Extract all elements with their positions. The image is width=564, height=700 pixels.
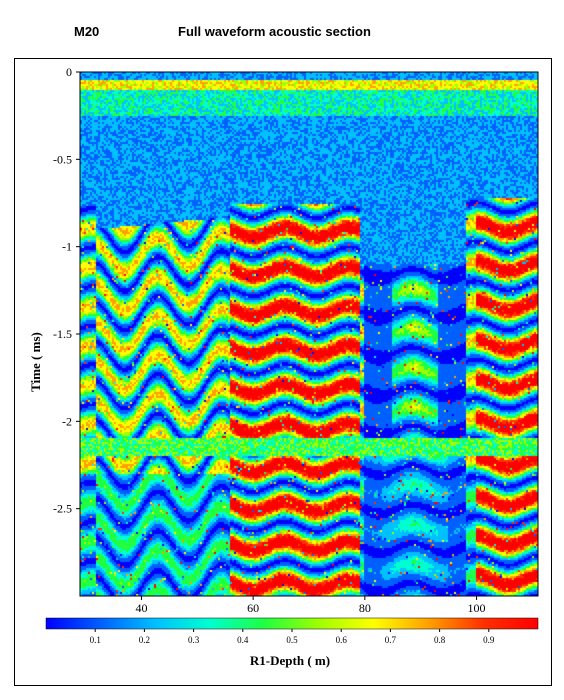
- y-axis-label: Time ( ms): [28, 332, 43, 392]
- colorbar-tick-label: 0.7: [385, 635, 397, 645]
- y-tick-label: -1.5: [53, 327, 72, 341]
- x-tick-label: 40: [135, 601, 147, 615]
- axes: 0 -0.5 -1 -1.5 -2 -2.5 40 60 80 100: [53, 65, 486, 615]
- chart-title: Full waveform acoustic section: [178, 24, 371, 39]
- plot-area: [79, 71, 539, 597]
- colorbar-gradient: [45, 617, 539, 630]
- colorbar-tick-label: 0.9: [483, 635, 495, 645]
- colorbar-tick-label: 0.2: [139, 635, 150, 645]
- colorbar-tick-label: 0.5: [286, 635, 298, 645]
- colorbar: 0.1 0.2 0.3 0.4 0.5 0.6 0.7 0.8 0.9: [45, 617, 539, 645]
- colorbar-tick-label: 0.8: [434, 635, 446, 645]
- y-tick-label: -0.5: [53, 152, 72, 166]
- x-tick-label: 100: [468, 601, 486, 615]
- x-tick-label: 60: [247, 601, 259, 615]
- y-tick-label: -2.5: [53, 502, 72, 516]
- colorbar-tick-label: 0.4: [237, 635, 249, 645]
- x-axis-label: R1-Depth ( m): [250, 653, 330, 668]
- colorbar-tick-label: 0.1: [90, 635, 101, 645]
- x-tick-label: 80: [359, 601, 371, 615]
- y-tick-label: -2: [62, 414, 72, 428]
- heatmap-image: [80, 72, 538, 596]
- colorbar-tick-label: 0.3: [188, 635, 200, 645]
- colorbar-tick-label: 0.6: [336, 635, 348, 645]
- y-tick-label: 0: [66, 65, 72, 79]
- y-tick-label: -1: [62, 240, 72, 254]
- well-id: M20: [74, 24, 100, 39]
